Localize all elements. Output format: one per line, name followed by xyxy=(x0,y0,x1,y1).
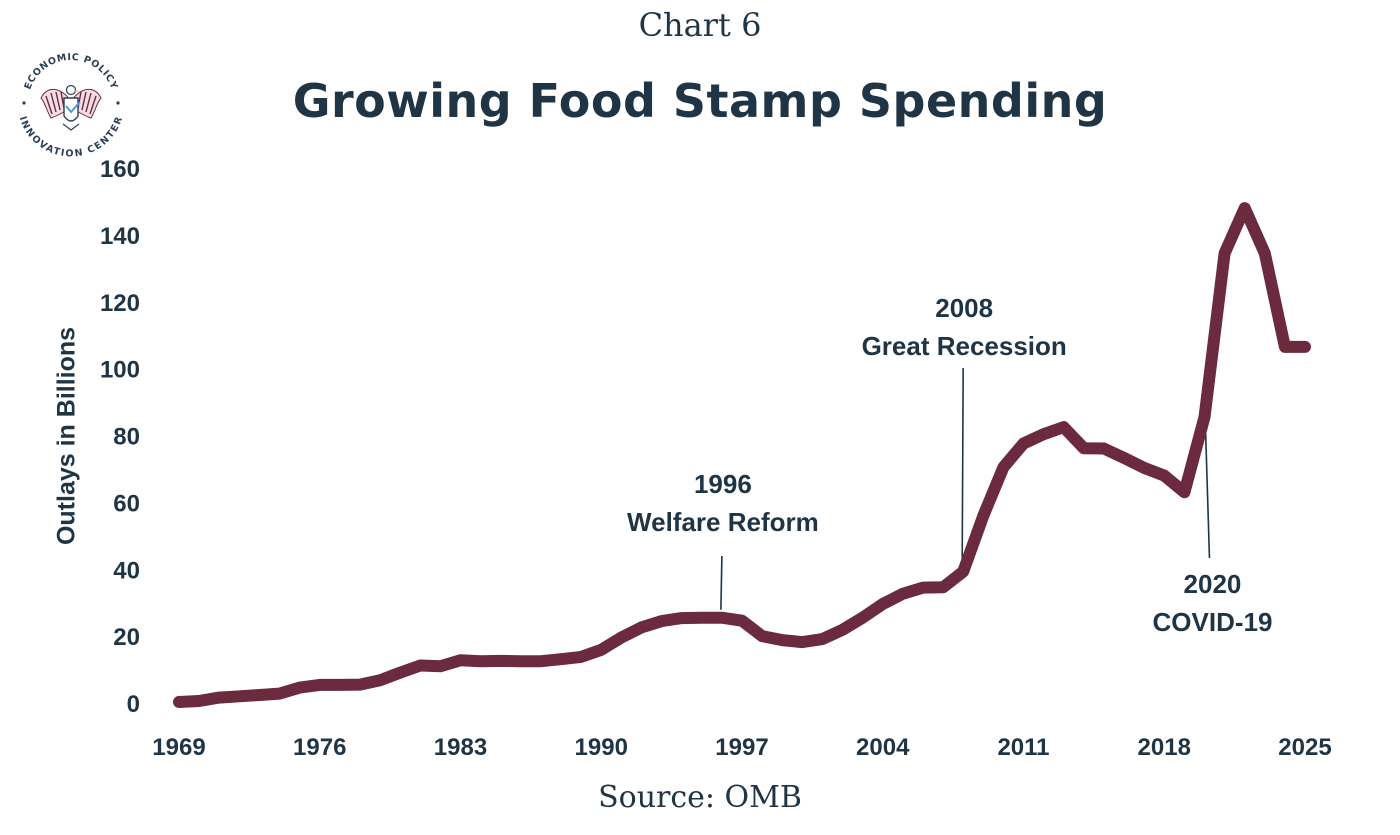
x-tick-label: 2025 xyxy=(1278,734,1331,761)
annotation-year: 2008 xyxy=(935,293,993,323)
x-tick-label: 1990 xyxy=(575,734,628,761)
x-tick-label: 2018 xyxy=(1138,734,1191,761)
source-note: Source: OMB xyxy=(598,780,802,815)
annotations: 1996 Welfare Reform 2008 Great Recession 202… xyxy=(627,293,1272,637)
x-tick-label: 2011 xyxy=(997,734,1049,761)
chart-number: Chart 6 xyxy=(638,6,762,44)
series-group xyxy=(173,202,1311,708)
annotation-event: COVID-19 xyxy=(1153,607,1273,637)
organization-logo: ECONOMIC POLICY INNOVATION CENTER xyxy=(14,46,129,166)
y-tick-label: 140 xyxy=(100,223,140,250)
series-line xyxy=(173,202,1311,708)
annotation-event: Great Recession xyxy=(862,331,1067,361)
y-axis-ticks: 0 20 40 60 80 100 120 140 160 xyxy=(100,156,140,718)
x-tick-label: 1983 xyxy=(434,734,487,761)
x-axis-ticks: 1969 1976 1983 1990 1997 2004 2011 2018 2025 xyxy=(152,734,1331,761)
x-tick-label: 1997 xyxy=(715,734,768,761)
x-tick-label: 2004 xyxy=(856,734,910,761)
x-tick-label: 1976 xyxy=(293,734,346,761)
annotation-leader-line xyxy=(720,555,723,610)
y-tick-label: 160 xyxy=(100,156,140,183)
y-tick-label: 40 xyxy=(113,557,140,584)
y-tick-label: 120 xyxy=(100,290,140,317)
x-tick-label: 1969 xyxy=(152,734,205,761)
y-tick-label: 0 xyxy=(127,691,140,718)
y-tick-label: 20 xyxy=(113,624,140,651)
annotation-event: Welfare Reform xyxy=(627,507,819,537)
eagle-seal-icon: ECONOMIC POLICY INNOVATION CENTER xyxy=(17,49,125,159)
annotation-year: 1996 xyxy=(694,469,752,499)
y-tick-label: 80 xyxy=(113,424,140,451)
y-tick-label: 60 xyxy=(113,490,140,517)
annotation-leader-line xyxy=(1204,427,1211,559)
annotation-year: 2020 xyxy=(1184,569,1242,599)
y-tick-label: 100 xyxy=(100,357,140,384)
annotation-leader-line xyxy=(961,367,964,564)
chart-title: Growing Food Stamp Spending xyxy=(292,74,1108,128)
